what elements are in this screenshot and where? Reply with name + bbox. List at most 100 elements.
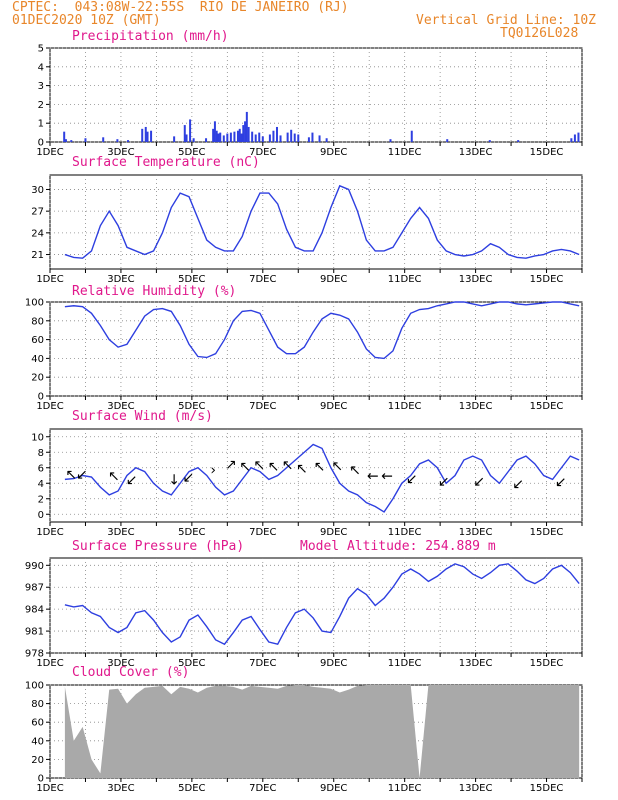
precip-bar (570, 138, 573, 142)
precip-bar (573, 134, 576, 142)
temp-xtick-label: 3DEC (107, 274, 134, 285)
precip-frame (49, 47, 583, 143)
wind-wind-arrow: ↖ (331, 458, 343, 474)
precip-bar (127, 140, 130, 142)
run-date: 01DEC2020 10Z (GMT) (12, 13, 161, 28)
precip-bar (244, 121, 247, 142)
cloud-area (64, 685, 580, 778)
precip-bar (217, 133, 220, 142)
precip-bar (307, 137, 310, 142)
precip-ytick-label: 0 (38, 138, 44, 149)
rh-ytick-label: 60 (31, 335, 44, 346)
precip-bar (290, 129, 293, 142)
precip-bar (240, 133, 243, 142)
precip-ytick-label: 4 (38, 62, 44, 73)
wind-xtick-label: 15DEC (530, 527, 564, 538)
cloud-xtick-label: 3DEC (107, 783, 134, 794)
precip-xtick-label: 11DEC (388, 147, 422, 158)
precip-bar (116, 139, 119, 142)
precip-bar (222, 135, 225, 142)
wind-ytick-label: 8 (38, 448, 44, 459)
precip-bar (297, 134, 300, 142)
rh-ytick-label: 80 (31, 316, 44, 327)
precip-bar (247, 126, 250, 142)
wind-wind-arrow: ↖ (268, 459, 280, 475)
precip-bar (245, 111, 248, 142)
precip-ytick-label: 1 (38, 119, 44, 130)
wind-wind-arrow: › (210, 462, 216, 478)
precip-bar (150, 130, 153, 142)
precip-bar (446, 139, 449, 142)
precip-bar (63, 131, 66, 142)
precip-xtick-label: 7DEC (249, 147, 276, 158)
temp-ytick-label: 24 (31, 228, 44, 239)
pressure-ytick-label: 984 (25, 605, 44, 616)
cloud-ytick-label: 0 (38, 774, 44, 785)
cloud-ytick-label: 80 (31, 699, 44, 710)
precip-xtick-label: 15DEC (530, 147, 564, 158)
precip-bar (144, 126, 147, 142)
precip-xtick-label: 3DEC (107, 147, 134, 158)
wind-wind-arrow: ↙ (126, 472, 138, 488)
precip-bar (293, 133, 296, 142)
cloud-xtick-label: 5DEC (178, 783, 205, 794)
model-code: TQ0126L028 (500, 26, 579, 41)
wind-wind-arrow: ↙ (512, 476, 524, 492)
wind-title: Surface Wind (m/s) (72, 409, 213, 424)
wind-xtick-label: 13DEC (459, 527, 493, 538)
precip-bar (577, 132, 580, 142)
pressure-xtick-label: 7DEC (249, 658, 276, 669)
pressure-line (64, 563, 580, 646)
precip-bar (215, 130, 218, 142)
wind-wind-arrow: ↖ (282, 458, 294, 474)
wind-wind-arrow: ↙ (473, 474, 485, 490)
rh-ytick-label: 0 (38, 392, 44, 403)
precip-bar (229, 132, 232, 142)
wind-xtick-label: 9DEC (320, 527, 347, 538)
rh-frame (49, 301, 583, 397)
precip-xtick-label: 9DEC (320, 147, 347, 158)
precip-bar (226, 133, 229, 142)
wind-xtick-label: 3DEC (107, 527, 134, 538)
precip-bar (251, 131, 254, 142)
rh-title: Relative Humidity (%) (72, 284, 237, 299)
cloud-xtick-label: 11DEC (388, 783, 422, 794)
pressure-ytick-label: 990 (25, 561, 44, 572)
wind-wind-arrow: ↖ (314, 459, 326, 475)
cloud-title: Cloud Cover (%) (72, 665, 190, 680)
temp-xtick-label: 1DEC (36, 274, 63, 285)
rh-ytick-label: 40 (31, 354, 44, 365)
precip-bar (275, 126, 278, 142)
wind-wind-arrow: ↗ (225, 457, 237, 473)
cloud-ytick-label: 40 (31, 736, 44, 747)
precip-bar (183, 125, 186, 142)
precip-bar (70, 140, 73, 142)
rh-ytick-label: 20 (31, 373, 44, 384)
temp-ytick-label: 30 (31, 185, 44, 196)
precip-bar (146, 131, 149, 142)
wind-xtick-label: 11DEC (388, 527, 422, 538)
rh-xtick-label: 11DEC (388, 401, 422, 412)
precip-bar (141, 128, 144, 142)
precip-bar (238, 128, 241, 142)
precip-bar (279, 135, 282, 142)
wind-wind-arrow: ↖ (108, 469, 120, 485)
precip-bar (64, 139, 67, 142)
precip-ytick-label: 5 (38, 44, 44, 55)
precip-bar (192, 138, 195, 142)
precip-bar (185, 134, 188, 142)
rh-ytick-label: 100 (25, 298, 44, 309)
precip-bar (517, 140, 520, 142)
temp-ytick-label: 27 (31, 207, 44, 218)
pressure-xtick-label: 1DEC (36, 658, 63, 669)
precip-bar (205, 138, 208, 142)
cloud-ytick-label: 60 (31, 718, 44, 729)
precip-bar (242, 125, 245, 142)
precip-bar (102, 137, 105, 142)
cloud-ytick-label: 100 (25, 681, 44, 692)
wind-wind-arrow: ↙ (438, 474, 450, 490)
rh-xtick-label: 1DEC (36, 401, 63, 412)
precip-bar (189, 119, 192, 142)
pressure-frame (49, 557, 583, 654)
